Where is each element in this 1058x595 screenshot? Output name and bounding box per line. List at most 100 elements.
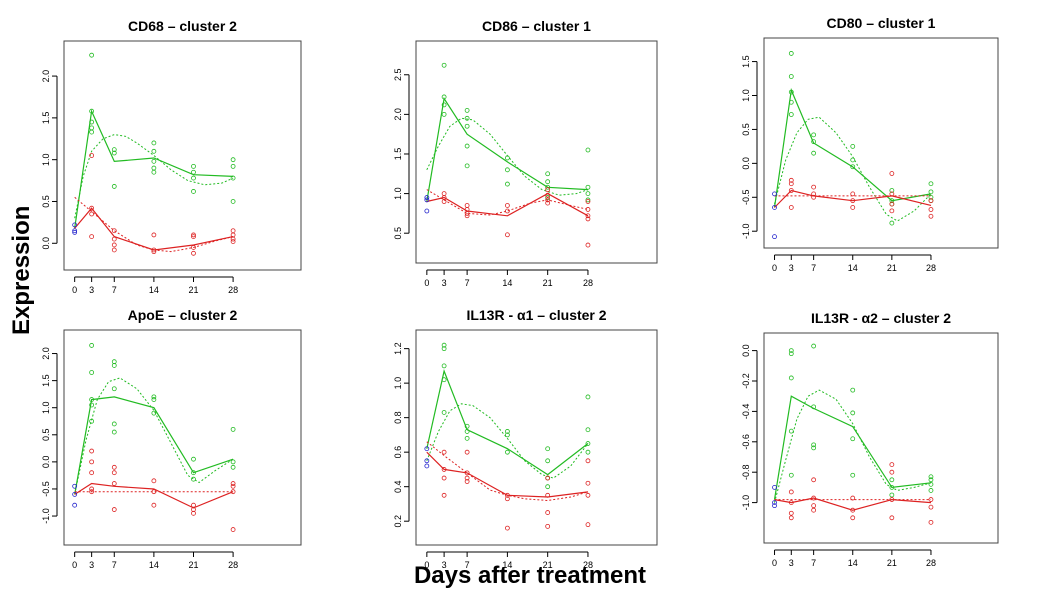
baseline-data-point bbox=[72, 230, 78, 235]
treated-data-point bbox=[788, 348, 794, 354]
control-data-point bbox=[464, 213, 470, 219]
y-tick-label: 0.5 bbox=[41, 429, 51, 442]
treated-data-point bbox=[151, 158, 157, 164]
control-data-point bbox=[928, 207, 934, 212]
treated-data-point bbox=[230, 426, 236, 432]
control-data-point bbox=[585, 458, 591, 464]
x-tick-label: 3 bbox=[789, 558, 794, 568]
treated-mean-line bbox=[74, 109, 234, 229]
x-tick-label: 14 bbox=[502, 560, 512, 570]
treated-data-point bbox=[504, 167, 510, 173]
control-data-point bbox=[850, 205, 856, 210]
treated-data-point bbox=[89, 119, 95, 125]
treated-data-point bbox=[151, 140, 157, 146]
y-tick-label: 1.0 bbox=[41, 153, 51, 166]
treated-data-point bbox=[504, 181, 510, 187]
x-tick-label: 21 bbox=[188, 560, 198, 570]
treated-mean-line bbox=[426, 369, 589, 476]
control-data-point bbox=[850, 198, 856, 204]
treated-data-point bbox=[441, 377, 447, 383]
treated-data-point bbox=[850, 387, 856, 393]
treated-data-point bbox=[928, 488, 934, 493]
treated-mean-line bbox=[426, 96, 589, 202]
treated-fit-curve bbox=[426, 117, 589, 196]
control-data-point bbox=[191, 502, 196, 508]
control-data-point bbox=[230, 481, 236, 486]
control-data-point bbox=[111, 507, 117, 512]
x-tick-label: 0 bbox=[772, 263, 777, 273]
control-data-point bbox=[811, 184, 817, 190]
control-data-point bbox=[230, 239, 236, 245]
x-tick-label: 3 bbox=[789, 263, 794, 273]
panel-title: CD68 – cluster 2 bbox=[128, 18, 237, 34]
y-axis-title: Expression bbox=[8, 205, 35, 335]
control-data-point bbox=[545, 523, 551, 529]
treated-data-point bbox=[441, 363, 447, 369]
treated-data-point bbox=[788, 74, 794, 79]
x-tick-label: 7 bbox=[465, 560, 470, 570]
control-data-point bbox=[850, 495, 856, 501]
control-data-point bbox=[504, 232, 510, 238]
x-tick-label: 21 bbox=[543, 278, 553, 288]
control-data-point bbox=[889, 201, 895, 207]
x-tick-label: 28 bbox=[583, 560, 593, 570]
control-data-point bbox=[585, 213, 591, 219]
treated-data-point bbox=[151, 169, 157, 175]
treated-data-point bbox=[191, 456, 196, 462]
treated-data-point bbox=[545, 184, 551, 190]
treated-data-point bbox=[89, 343, 95, 348]
treated-data-point bbox=[928, 194, 934, 200]
treated-data-point bbox=[111, 150, 117, 156]
baseline-data-point bbox=[424, 463, 430, 469]
y-tick-label: -1.0 bbox=[741, 223, 751, 239]
baseline-data-point bbox=[424, 458, 430, 464]
treated-data-point bbox=[504, 449, 510, 455]
control-data-point bbox=[788, 515, 794, 521]
treated-data-point bbox=[889, 188, 895, 193]
treated-data-point bbox=[545, 179, 551, 185]
treated-data-point bbox=[811, 150, 817, 156]
x-tick-label: 7 bbox=[112, 285, 117, 295]
control-data-point bbox=[788, 188, 794, 193]
control-data-point bbox=[889, 208, 895, 214]
treated-data-point bbox=[89, 370, 95, 375]
control-data-point bbox=[889, 191, 895, 197]
treated-data-point bbox=[545, 446, 551, 452]
y-tick-label: 0.5 bbox=[393, 227, 403, 240]
treated-data-point bbox=[585, 191, 591, 196]
baseline-data-point bbox=[772, 234, 777, 240]
y-tick-label: 0.0 bbox=[741, 344, 751, 357]
treated-data-point bbox=[441, 111, 447, 117]
control-data-point bbox=[545, 475, 551, 481]
control-data-point bbox=[111, 236, 117, 242]
control-fit-curve bbox=[426, 441, 589, 502]
treated-data-point bbox=[441, 62, 447, 68]
x-tick-label: 7 bbox=[112, 560, 117, 570]
treated-data-point bbox=[850, 164, 856, 170]
treated-data-point bbox=[464, 423, 470, 429]
y-tick-label: 2.5 bbox=[393, 69, 403, 82]
control-mean-line bbox=[74, 482, 234, 509]
control-data-point bbox=[441, 191, 447, 196]
treated-data-point bbox=[811, 404, 817, 410]
treated-data-point bbox=[928, 181, 934, 187]
treated-data-point bbox=[928, 189, 934, 195]
control-data-point bbox=[464, 449, 470, 455]
control-data-point bbox=[441, 449, 447, 455]
treated-data-point bbox=[441, 346, 447, 352]
control-data-point bbox=[545, 187, 551, 193]
control-data-point bbox=[889, 515, 895, 521]
control-data-point bbox=[889, 469, 895, 475]
control-data-point bbox=[464, 470, 470, 476]
control-data-point bbox=[504, 208, 510, 214]
control-mean-line bbox=[74, 207, 234, 251]
treated-data-point bbox=[788, 472, 794, 478]
treated-data-point bbox=[889, 220, 895, 226]
treated-data-point bbox=[191, 175, 196, 181]
control-data-point bbox=[811, 191, 817, 197]
x-tick-label: 21 bbox=[887, 558, 897, 568]
control-data-point bbox=[811, 477, 817, 483]
y-tick-label: 0.2 bbox=[393, 515, 403, 528]
treated-data-point bbox=[889, 484, 895, 490]
control-data-point bbox=[151, 247, 157, 253]
